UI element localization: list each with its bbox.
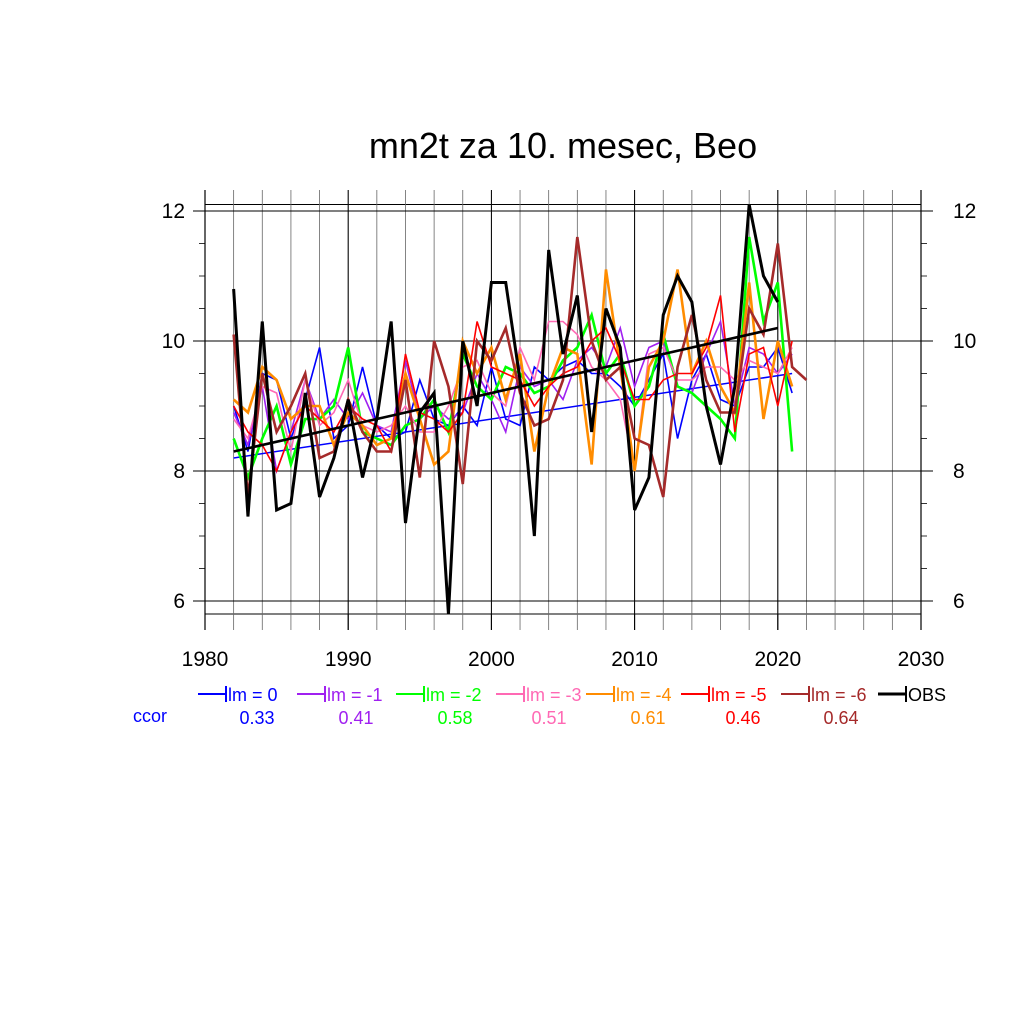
chart-title: mn2t za 10. mesec, Beo [369,125,757,166]
x-tick-label: 1980 [182,648,229,671]
ccor-value: 0.64 [823,708,858,728]
x-axis: 1980 1990 2000 2010 2020 2030 [182,614,945,671]
legend-label: lm = -2 [426,685,482,705]
y-tick-label: 10 [162,330,185,353]
ccor-value: 0.61 [630,708,665,728]
legend-label: lm = -6 [811,685,867,705]
trend-line-obs [233,326,779,453]
y-tick-label-right: 12 [953,200,976,223]
legend-label: lm = -4 [616,685,672,705]
ccor-value: 0.46 [725,708,760,728]
y-tick-label-right: 6 [953,590,965,613]
trend-line-lm0 [233,372,793,459]
legend-label: lm = -5 [711,685,767,705]
series-line-lm0 [232,345,793,452]
ccor-label: ccor [133,706,167,726]
x-tick-label: 1990 [325,648,372,671]
series-line-lm-2 [232,236,794,482]
legend-label: lm = -1 [327,685,383,705]
y-tick-label: 6 [173,590,185,613]
y-axis-right: 6 8 10 12 [921,200,976,613]
ccor-value: 0.41 [338,708,373,728]
ccor-value: 0.58 [437,708,472,728]
x-tick-label: 2030 [898,648,945,671]
legend-label: lm = 0 [228,685,278,705]
ccor-value: 0.51 [531,708,566,728]
x-tick-label: 2000 [468,648,515,671]
y-tick-label: 12 [162,200,185,223]
y-axis-left: 6 8 10 12 [162,200,205,613]
series-lines [232,204,808,615]
y-tick-label-right: 8 [953,460,965,483]
legend-label: lm = -3 [526,685,582,705]
x-tick-label: 2020 [754,648,801,671]
ccor-value: 0.33 [239,708,274,728]
x-tick-label: 2010 [611,648,658,671]
y-tick-label-right: 10 [953,330,976,353]
legend: lm = 0 0.33 lm = -1 0.41 lm = -2 0.58 lm = -3 0… [133,685,946,728]
series-line-obs [232,204,780,615]
legend-label: OBS [908,685,946,705]
y-tick-label: 8 [173,460,185,483]
